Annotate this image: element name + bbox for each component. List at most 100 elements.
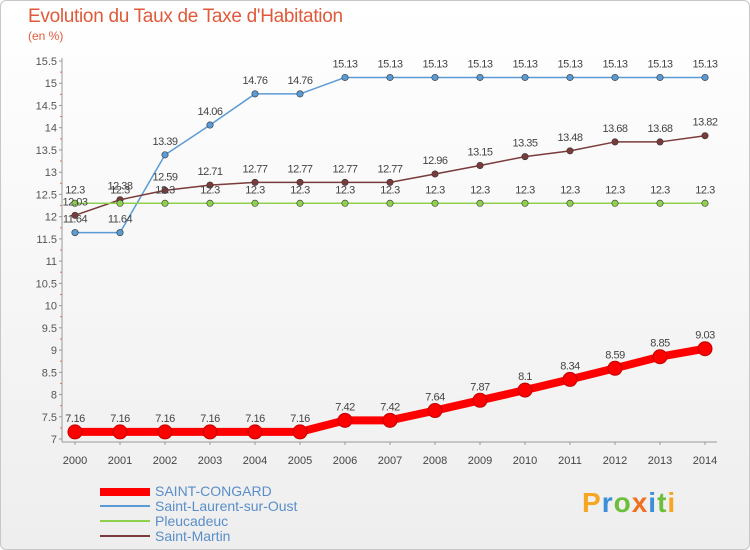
y-tick-label: 9: [51, 345, 57, 357]
data-point: [521, 73, 529, 81]
data-point: [566, 73, 574, 81]
data-label: 14.76: [287, 75, 312, 87]
data-label: 12.3: [515, 184, 535, 196]
data-point: [607, 360, 623, 376]
data-label: 12.38: [107, 181, 132, 193]
data-label: 12.3: [200, 184, 220, 196]
data-label: 8.59: [605, 349, 625, 361]
logo-letter: i: [648, 487, 658, 518]
data-point: [71, 211, 79, 219]
data-point: [382, 412, 398, 428]
data-point: [296, 199, 304, 207]
data-label: 12.3: [155, 184, 175, 196]
y-tick-label: 8: [51, 390, 57, 402]
data-label: 12.3: [110, 184, 130, 196]
x-tick-label: 2005: [288, 455, 312, 467]
data-point: [157, 424, 173, 440]
data-point: [251, 199, 259, 207]
y-tick-label: 14: [45, 123, 57, 135]
data-point: [161, 199, 169, 207]
data-point: [292, 424, 308, 440]
legend-label: Saint-Laurent-sur-Oust: [155, 498, 298, 514]
legend-label: SAINT-CONGARD: [155, 483, 272, 499]
data-point: [431, 199, 439, 207]
data-label: 7.42: [380, 401, 400, 413]
x-tick-label: 2010: [513, 455, 537, 467]
data-label: 12.96: [422, 155, 447, 167]
data-point: [566, 147, 574, 155]
data-point: [341, 73, 349, 81]
data-label: 12.3: [470, 184, 490, 196]
data-label: 14.06: [197, 106, 222, 118]
data-point: [562, 371, 578, 387]
series-line: [75, 76, 705, 234]
y-tick-label: 7.5: [42, 412, 57, 424]
data-point: [206, 199, 214, 207]
x-tick-label: 2002: [153, 455, 177, 467]
x-tick-label: 2003: [198, 455, 222, 467]
x-tick-label: 2011: [558, 455, 582, 467]
chart-subtitle: (en %): [28, 29, 64, 43]
data-label: 7.87: [470, 381, 490, 393]
x-tick-label: 2001: [108, 455, 132, 467]
y-tick-label: 15: [45, 78, 57, 90]
data-label: 12.77: [332, 163, 357, 175]
y-tick-label: 12.5: [36, 189, 57, 201]
data-point: [521, 153, 529, 161]
legend-swatch: [100, 535, 150, 537]
chart-title: Evolution du Taux de Taxe d'Habitation: [28, 6, 343, 27]
data-point: [656, 73, 664, 81]
data-label: 12.3: [380, 184, 400, 196]
data-point: [431, 73, 439, 81]
data-label: 9.03: [695, 330, 715, 342]
y-tick-label: 8.5: [42, 367, 57, 379]
x-tick-label: 2004: [243, 455, 267, 467]
data-point: [701, 132, 709, 140]
data-point: [341, 199, 349, 207]
data-label: 13.15: [467, 147, 492, 159]
y-tick-label: 10: [45, 301, 57, 313]
data-label: 15.13: [557, 58, 582, 70]
y-tick-label: 11.5: [36, 234, 57, 246]
data-point: [431, 170, 439, 178]
data-label: 12.77: [377, 163, 402, 175]
data-point: [112, 424, 128, 440]
legend-label: Pleucadeuc: [155, 513, 229, 529]
data-label: 7.16: [65, 413, 85, 425]
data-label: 15.13: [647, 58, 672, 70]
data-point: [656, 138, 664, 146]
y-tick-label: 13: [45, 167, 57, 179]
data-point: [611, 73, 619, 81]
data-label: 12.59: [152, 171, 177, 183]
x-tick-label: 2014: [693, 455, 717, 467]
logo-letter: r: [601, 487, 614, 518]
data-label: 13.68: [647, 123, 672, 135]
logo-letter: i: [667, 487, 677, 518]
legend-swatch: [100, 505, 150, 507]
data-label: 12.77: [287, 163, 312, 175]
data-point: [341, 178, 349, 186]
data-point: [701, 73, 709, 81]
data-point: [652, 349, 668, 365]
logo-letter: x: [631, 487, 649, 518]
data-label: 12.71: [197, 166, 222, 178]
data-point: [611, 138, 619, 146]
data-point: [656, 199, 664, 207]
data-label: 8.34: [560, 360, 580, 372]
data-point: [386, 73, 394, 81]
data-point: [521, 199, 529, 207]
data-point: [386, 199, 394, 207]
y-tick-label: 15.5: [36, 56, 57, 68]
data-point: [71, 229, 79, 237]
data-point: [476, 73, 484, 81]
data-label: 12.3: [560, 184, 580, 196]
data-label: 7.16: [155, 413, 175, 425]
data-point: [251, 90, 259, 98]
data-point: [611, 199, 619, 207]
data-point: [296, 178, 304, 186]
data-point: [566, 199, 574, 207]
data-label: 12.3: [245, 184, 265, 196]
data-label: 11.64: [108, 214, 133, 226]
data-label: 15.13: [602, 58, 627, 70]
